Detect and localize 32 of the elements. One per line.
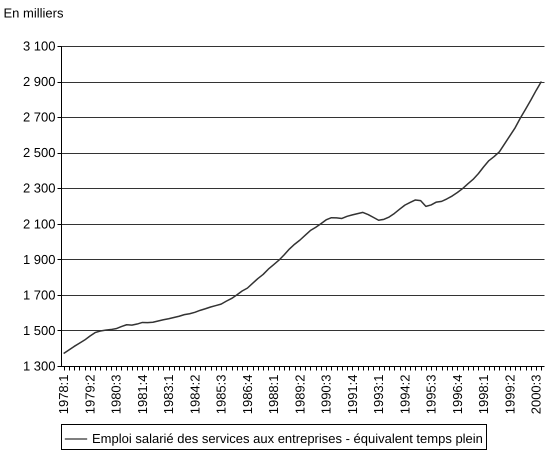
x-tick-label: 1998:1 <box>476 374 492 414</box>
y-axis-title: En milliers <box>4 6 64 20</box>
x-tick-label: 1993:1 <box>371 374 386 414</box>
y-tick-label: 2 100 <box>22 216 56 232</box>
y-tick-label: 3 100 <box>22 38 56 54</box>
y-tick-label: 2 900 <box>22 74 56 90</box>
line-series <box>62 80 542 354</box>
x-tick-label: 1999:2 <box>502 374 518 414</box>
y-tick-label: 2 300 <box>22 180 56 196</box>
x-tick-label: 2000:3 <box>528 374 544 414</box>
x-tick-label: 1994:2 <box>397 374 412 414</box>
y-tick-label: 1 900 <box>22 252 56 267</box>
x-tick-label: 1995:3 <box>424 374 439 414</box>
x-tick-label: 1996:4 <box>450 374 465 414</box>
x-tick-label: 1988:1 <box>266 374 282 414</box>
y-tick-label: 1 700 <box>22 287 56 302</box>
x-tick-label: 1980:3 <box>108 374 124 414</box>
x-tick-label: 1986:4 <box>240 374 255 414</box>
x-tick-label: 1978:1 <box>56 374 72 414</box>
legend-label: Emploi salarié des services aux entreprises - équivalent temps plein <box>92 431 483 446</box>
y-tick-label: 1 500 <box>22 322 56 338</box>
x-tick-label: 1981:4 <box>134 374 150 414</box>
x-tick-label: 1985:3 <box>214 374 229 414</box>
y-tick-label: 2 700 <box>22 110 56 125</box>
x-tick-label: 1991:4 <box>344 374 360 414</box>
x-tick-label: 1990:3 <box>318 374 334 414</box>
x-tick-label: 1979:2 <box>82 374 98 414</box>
y-tick-label: 1 300 <box>22 358 56 374</box>
x-tick-label: 1984:2 <box>187 374 202 414</box>
x-tick-label: 1989:2 <box>292 374 308 414</box>
y-tick-label: 2 500 <box>22 145 56 160</box>
x-tick-label: 1983:1 <box>161 374 176 414</box>
